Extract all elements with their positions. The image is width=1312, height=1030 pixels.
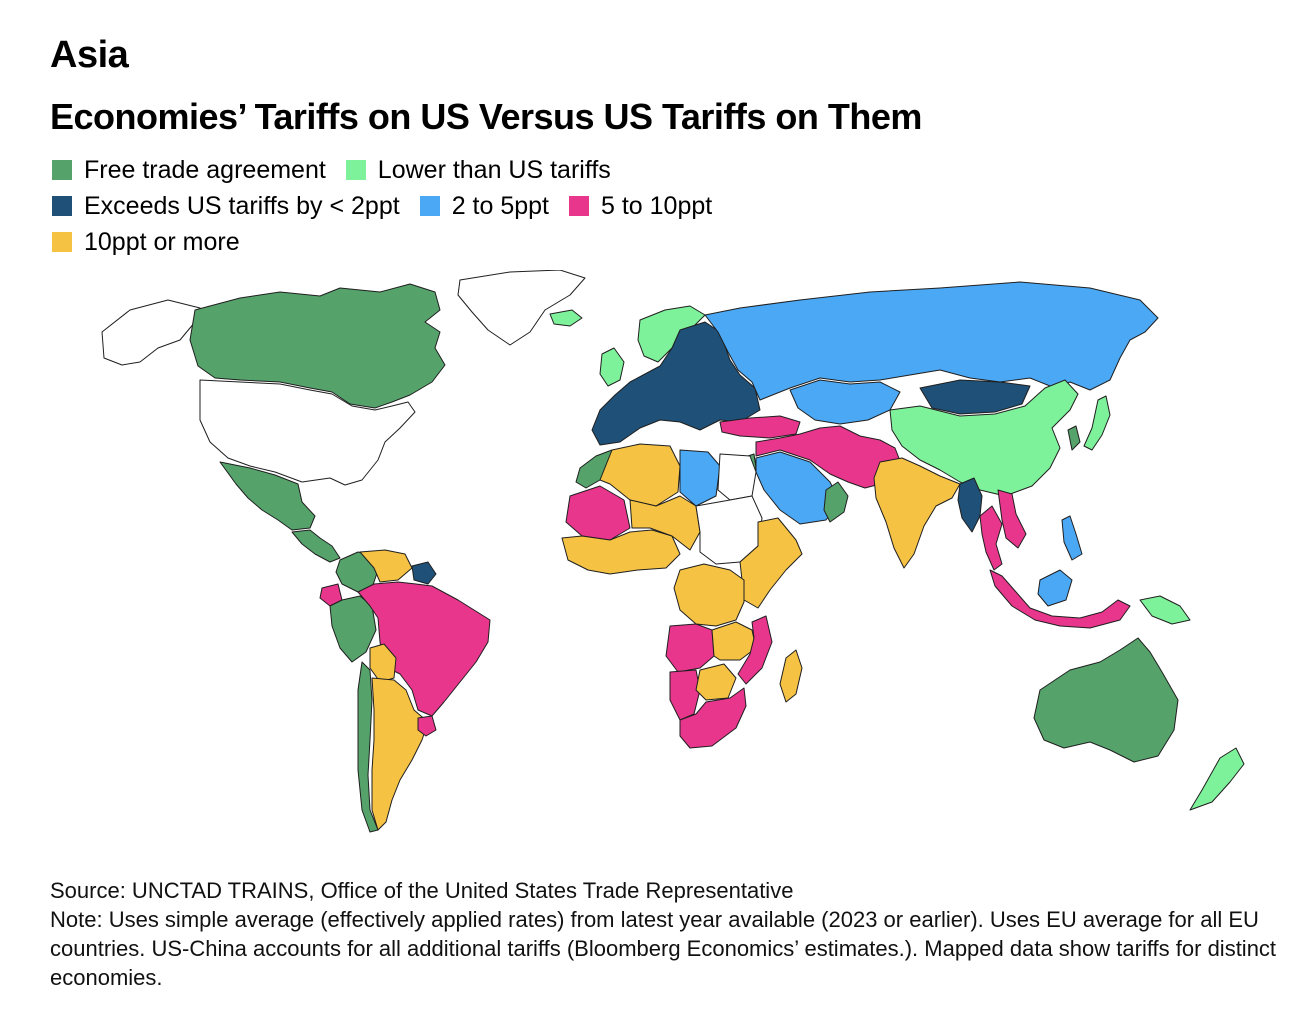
region-korea <box>1067 425 1081 451</box>
world-map <box>40 270 1290 850</box>
legend-label: 2 to 5ppt <box>451 191 549 220</box>
legend-item-lt2: Exceeds US tariffs by < 2ppt <box>52 192 400 221</box>
legend: Free trade agreement Lower than US tarif… <box>52 152 952 260</box>
legend-label: Lower than US tariffs <box>377 155 611 184</box>
region-argentina <box>371 677 429 831</box>
region-alaska <box>101 299 201 366</box>
region-united-states <box>199 379 416 486</box>
region-new-zealand <box>1189 747 1245 811</box>
region-west-africa <box>561 529 681 575</box>
legend-swatch <box>52 160 72 180</box>
region-russia <box>704 281 1159 401</box>
legend-item-2to5: 2 to 5ppt <box>419 191 549 221</box>
legend-item-5to10: 5 to 10ppt <box>569 192 712 221</box>
region-uruguay <box>417 715 437 737</box>
region-algeria <box>599 443 681 507</box>
methodology-note: Note: Uses simple average (effectively a… <box>50 907 1277 990</box>
region-oman <box>823 481 849 523</box>
region-libya <box>679 449 721 507</box>
legend-label: 5 to 10ppt <box>601 191 713 220</box>
region-central-africa <box>629 495 701 551</box>
region-canada <box>189 283 446 409</box>
region-australia <box>1033 637 1179 763</box>
legend-label: 10ppt or more <box>84 227 240 256</box>
source-note: Source: UNCTAD TRAINS, Office of the Uni… <box>50 878 794 903</box>
region-south-africa <box>679 687 747 749</box>
legend-swatch <box>52 232 72 252</box>
chart-title: Economies’ Tariffs on US Versus US Tarif… <box>50 96 922 137</box>
region-mozambique <box>737 615 773 685</box>
region-turkey <box>719 415 801 439</box>
legend-row: 10ppt or more <box>52 224 952 260</box>
region-iceland <box>549 309 583 327</box>
region-dr-congo <box>673 563 745 627</box>
region-papua-new-guinea <box>1139 595 1191 625</box>
region-european-union <box>591 321 761 446</box>
legend-row: Exceeds US tariffs by < 2ppt 2 to 5ppt 5… <box>52 188 952 224</box>
legend-label: Exceeds US tariffs by < 2ppt <box>84 191 400 220</box>
region-greenland <box>457 270 586 346</box>
region-china <box>889 379 1079 497</box>
region-madagascar <box>779 649 803 703</box>
region-peru <box>329 595 377 663</box>
legend-row: Free trade agreement Lower than US tarif… <box>52 152 952 188</box>
region-egypt <box>717 453 757 501</box>
region-japan <box>1083 395 1111 451</box>
region-philippines <box>1061 515 1083 561</box>
legend-label: Free trade agreement <box>84 155 326 184</box>
footer: Source: UNCTAD TRAINS, Office of the Uni… <box>50 876 1280 992</box>
region-guianas <box>411 561 437 585</box>
region-borneo <box>1037 569 1073 607</box>
legend-swatch <box>419 196 440 216</box>
region-namibia <box>669 669 701 721</box>
region-mali <box>565 485 631 541</box>
region-botswana <box>695 663 737 701</box>
region-vietnam <box>997 489 1027 549</box>
legend-swatch <box>345 160 366 180</box>
region-india <box>873 457 961 569</box>
legend-swatch <box>52 196 72 216</box>
region-united-kingdom <box>599 347 625 387</box>
region-mongolia <box>919 379 1031 415</box>
region-kazakhstan <box>789 379 901 425</box>
region-central-america <box>291 529 341 563</box>
region-bolivia <box>369 643 397 683</box>
legend-swatch <box>569 196 589 216</box>
region-myanmar <box>957 477 983 533</box>
legend-item-lower: Lower than US tariffs <box>345 155 611 185</box>
region-zambia <box>711 621 757 661</box>
kicker: Asia <box>50 34 129 76</box>
region-middle-east <box>755 425 903 489</box>
region-east-africa <box>739 517 803 609</box>
legend-item-10plus: 10ppt or more <box>52 228 240 257</box>
legend-item-fta: Free trade agreement <box>52 156 326 185</box>
region-mexico <box>219 461 316 531</box>
region-angola <box>665 623 715 673</box>
region-thailand <box>979 505 1003 571</box>
region-saudi-arabia <box>755 451 841 525</box>
region-venezuela <box>359 549 413 583</box>
region-indonesia <box>989 569 1131 629</box>
